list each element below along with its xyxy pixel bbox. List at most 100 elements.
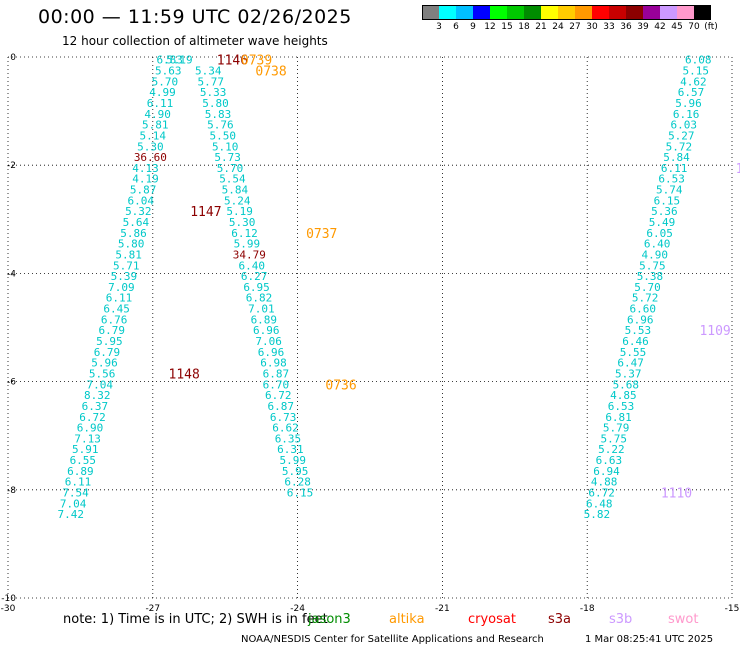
legend-satellite-altika: altika xyxy=(389,612,425,627)
wave-height-label: 5.73 xyxy=(214,151,241,164)
time-label: 1108 xyxy=(736,162,740,177)
legend-satellite-swot: swot xyxy=(668,612,699,627)
wave-height-label: 5.95 xyxy=(282,465,309,478)
time-label: 0738 xyxy=(255,65,286,80)
wave-height-label: 7.06 xyxy=(255,335,282,348)
wave-height-label: 5.64 xyxy=(123,216,150,229)
legend-satellite-cryosat: cryosat xyxy=(468,612,516,627)
wave-height-label: 6.28 xyxy=(284,476,311,489)
wave-height-label: 6.60 xyxy=(629,303,656,316)
wave-height-label: 5.32 xyxy=(125,205,152,218)
colorbar-swatch xyxy=(626,5,643,20)
wave-height-label: 5.81 xyxy=(142,119,169,132)
wave-height-label: 6.70 xyxy=(263,378,290,391)
colorbar-label: 24 xyxy=(552,22,564,32)
chart-subtitle: 12 hour collection of altimeter wave hei… xyxy=(62,34,328,48)
colorbar-label: 36 xyxy=(620,22,632,32)
wave-height-label: 6.08 xyxy=(685,54,712,67)
wave-height-label: 7.04 xyxy=(60,497,87,510)
colorbar-swatch xyxy=(456,5,473,20)
x-tick-label: -27 xyxy=(145,604,160,614)
time-label: 1109 xyxy=(699,324,730,339)
wave-height-label: 6.76 xyxy=(101,313,128,326)
colorbar-outline xyxy=(422,5,711,20)
wave-height-label: 6.53 xyxy=(658,173,685,186)
wave-height-label: 5.55 xyxy=(620,346,647,359)
wave-height-label: 5.37 xyxy=(615,367,642,380)
wave-height-label: 5.84 xyxy=(222,184,249,197)
time-label: 1148 xyxy=(169,367,200,382)
y-tick-label: 0 xyxy=(10,53,16,63)
wave-height-label: 6.35 xyxy=(275,432,302,445)
wave-height-label: 4.19 xyxy=(132,173,159,186)
colorbar-swatch xyxy=(575,5,592,20)
wave-height-label: 5.96 xyxy=(675,97,702,110)
colorbar-swatch xyxy=(677,5,694,20)
colorbar-label: 42 xyxy=(654,22,666,32)
wave-height-label: 5.14 xyxy=(140,129,167,142)
colorbar-label: 39 xyxy=(637,22,649,32)
wave-height-label: 7.54 xyxy=(62,487,89,500)
wave-height-label: 5.95 xyxy=(96,335,123,348)
wave-height-label: 5.70 xyxy=(634,281,661,294)
wave-height-label: 4.90 xyxy=(642,248,669,261)
wave-height-label: 34.79 xyxy=(233,248,266,261)
colorbar-swatch xyxy=(524,5,541,20)
wave-height-label: 6.31 xyxy=(277,443,304,456)
x-tick-label: -15 xyxy=(725,604,740,614)
wave-height-label: 5.82 xyxy=(584,508,611,521)
wave-height-label: 7.01 xyxy=(248,303,275,316)
y-tick-label: -8 xyxy=(7,486,16,496)
colorbar-swatch xyxy=(558,5,575,20)
x-tick-label: -21 xyxy=(435,604,450,614)
y-tick-label: -10 xyxy=(1,594,16,604)
wave-height-label: 4.88 xyxy=(591,476,618,489)
legend-satellite-jason3: jason3 xyxy=(308,612,351,627)
legend-satellite-s3a: s3a xyxy=(548,612,572,627)
wave-height-label: 36.60 xyxy=(134,151,167,164)
wave-height-label: 6.94 xyxy=(593,465,620,478)
wave-height-label: 5.72 xyxy=(632,292,659,305)
wave-height-label: 5.71 xyxy=(113,259,140,272)
wave-height-label: 6.53 xyxy=(608,400,635,413)
x-tick-label: -30 xyxy=(1,604,16,614)
footer-timestamp: 1 Mar 08:25:41 UTC 2025 xyxy=(585,634,714,645)
colorbar-label: 21 xyxy=(535,22,547,32)
chart-title: 00:00 — 11:59 UTC 02/26/2025 xyxy=(38,6,352,28)
wave-height-label: 6.11 xyxy=(661,162,688,175)
wave-height-label: 5.36 xyxy=(651,205,678,218)
wave-height-label: 5.75 xyxy=(600,432,627,445)
wave-height-label: 6.55 xyxy=(70,454,97,467)
colorbar-swatch xyxy=(422,5,439,20)
wave-height-label: 7.04 xyxy=(86,378,113,391)
wave-height-label: 5.15 xyxy=(683,65,710,78)
wave-height-label: 6.63 xyxy=(596,454,623,467)
colorbar-label: 45 xyxy=(671,22,683,32)
footer-credit: NOAA/NESDIS Center for Satellite Applica… xyxy=(241,634,544,645)
colorbar-swatch xyxy=(592,5,609,20)
colorbar-swatch xyxy=(694,5,711,20)
wave-height-label: 6.11 xyxy=(106,292,133,305)
wave-height-label: 6.89 xyxy=(67,465,94,478)
colorbar-swatch xyxy=(473,5,490,20)
colorbar-label: 70 xyxy=(688,22,700,32)
wave-height-label: 6.16 xyxy=(673,108,700,121)
wave-height-label: 5.81 xyxy=(115,248,142,261)
wave-height-label: 5.70 xyxy=(152,75,179,88)
colorbar-label: 18 xyxy=(518,22,530,32)
wave-height-label: 5.24 xyxy=(224,194,251,207)
wave-height-label: 6.81 xyxy=(605,411,632,424)
wave-height-label: 6.48 xyxy=(586,497,613,510)
wave-height-label: 6.46 xyxy=(622,335,649,348)
wave-height-label: 5.22 xyxy=(598,443,625,456)
wave-height-label: 5.19 xyxy=(226,205,253,218)
wave-height-label: 5.87 xyxy=(130,184,157,197)
wave-height-label: 6.11 xyxy=(147,97,174,110)
wave-height-label: 6.45 xyxy=(103,303,130,316)
wave-height-label: 6.87 xyxy=(263,367,290,380)
wave-height-label: 6.62 xyxy=(272,422,299,435)
wave-height-label: 5.79 xyxy=(603,422,630,435)
wave-height-label: 5.80 xyxy=(202,97,229,110)
wave-height-label: 5.33 xyxy=(200,86,227,99)
